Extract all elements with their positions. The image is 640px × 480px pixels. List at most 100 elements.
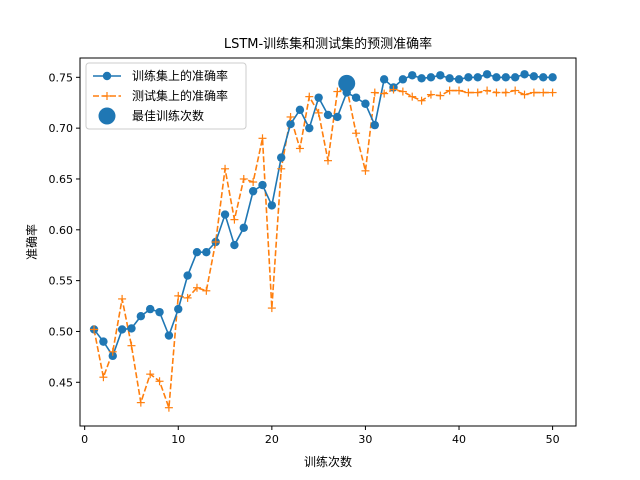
x-tick-label: 0 [81, 433, 88, 446]
train-accuracy-point [529, 72, 539, 81]
y-tick-label: 0.75 [49, 71, 74, 84]
train-accuracy-point [520, 70, 529, 79]
train-accuracy-point [127, 324, 136, 333]
train-accuracy-point [370, 120, 379, 130]
x-tick-label: 10 [171, 433, 185, 446]
test-accuracy-point [258, 134, 267, 143]
train-accuracy-point [436, 71, 445, 80]
test-accuracy-point [108, 347, 117, 356]
test-accuracy-point [501, 88, 510, 97]
train-accuracy-point [314, 93, 323, 102]
train-accuracy-point [361, 99, 370, 108]
y-tick-label: 0.70 [49, 122, 74, 135]
test-accuracy-point [146, 370, 155, 379]
plot-area [89, 70, 557, 412]
train-accuracy-point [220, 210, 230, 219]
test-accuracy-point [548, 88, 557, 97]
test-accuracy-point [483, 86, 492, 95]
axes-frame [79, 57, 577, 427]
train-accuracy-point [136, 312, 146, 321]
axis-ticks: 0 10 20 30 40 50 0.45 0.50 0.55 0.60 0.65 0.70 0.75 [49, 71, 560, 446]
test-accuracy-point [408, 92, 417, 101]
train-accuracy-point [379, 75, 389, 84]
train-accuracy-point [333, 112, 342, 122]
test-accuracy-point [464, 88, 473, 97]
train-accuracy-point [464, 73, 473, 82]
test-accuracy-point [370, 88, 379, 97]
test-accuracy-point [183, 293, 192, 302]
test-accuracy-point [305, 92, 314, 101]
test-accuracy-point [277, 164, 286, 173]
test-accuracy-point [539, 88, 548, 97]
train-accuracy-point [267, 201, 277, 210]
test-accuracy-point [118, 294, 127, 303]
test-accuracy-line [93, 86, 553, 408]
test-accuracy-point [164, 403, 173, 412]
test-accuracy-point [417, 96, 426, 105]
train-accuracy-point [108, 351, 117, 361]
test-accuracy-point [230, 215, 239, 224]
train-accuracy-point [164, 331, 174, 340]
test-accuracy-point [249, 178, 258, 187]
train-accuracy-point [258, 180, 267, 190]
train-accuracy-point [408, 71, 417, 80]
test-accuracy-point [136, 398, 145, 407]
test-accuracy-point [511, 86, 520, 95]
chart-title: LSTM-训练集和测试集的预测准确率 [224, 36, 432, 52]
test-accuracy-point [221, 164, 230, 173]
test-accuracy-point [380, 89, 389, 98]
train-accuracy-point [145, 304, 155, 314]
test-accuracy-point [426, 90, 435, 99]
test-accuracy-point [529, 88, 538, 97]
train-accuracy-point [351, 93, 361, 102]
y-tick-label: 0.55 [49, 275, 74, 288]
test-accuracy-point [455, 86, 464, 95]
train-accuracy-point [295, 105, 305, 115]
test-accuracy-point [286, 112, 295, 121]
y-tick-label: 0.60 [49, 224, 74, 237]
y-tick-label: 0.50 [49, 325, 74, 338]
legend-box [85, 62, 247, 130]
train-accuracy-point [548, 73, 557, 82]
test-accuracy-point [473, 88, 482, 97]
train-accuracy-point [277, 153, 286, 162]
test-accuracy-point [314, 108, 323, 117]
train-accuracy-point [539, 73, 548, 82]
train-accuracy-point [202, 247, 211, 257]
test-accuracy-point [267, 304, 276, 313]
train-accuracy-point [473, 73, 482, 82]
train-accuracy-point [454, 75, 464, 84]
test-accuracy-point [398, 87, 407, 96]
y-tick-label: 0.65 [49, 173, 74, 186]
train-accuracy-point [305, 123, 314, 133]
train-accuracy-point [239, 223, 248, 232]
test-accuracy-point [211, 238, 220, 246]
train-accuracy-point [155, 307, 164, 317]
test-accuracy-point [155, 377, 164, 386]
y-tick-label: 0.45 [49, 376, 74, 389]
train-accuracy-point [117, 325, 127, 334]
x-tick-label: 50 [546, 433, 560, 446]
train-accuracy-point [501, 73, 511, 82]
test-accuracy-point [295, 144, 304, 153]
legend-best-marker [98, 107, 116, 125]
train-accuracy-point [445, 74, 454, 83]
test-accuracy-point [492, 88, 501, 97]
train-accuracy-point [183, 271, 192, 280]
train-accuracy-point [398, 75, 408, 84]
test-accuracy-point [361, 166, 370, 175]
legend-train-marker [102, 71, 112, 81]
test-accuracy-point [239, 174, 248, 183]
train-accuracy-point [192, 247, 202, 257]
test-accuracy-point [324, 156, 332, 165]
train-accuracy-point [417, 74, 426, 83]
test-accuracy-point [127, 341, 136, 350]
train-accuracy-point [510, 73, 520, 82]
legend-train-label: 训练集上的准确率 [132, 68, 228, 83]
x-tick-label: 30 [358, 433, 372, 446]
legend-best-label: 最佳训练次数 [132, 108, 204, 123]
test-accuracy-point [202, 286, 211, 295]
test-accuracy-point [192, 283, 201, 292]
